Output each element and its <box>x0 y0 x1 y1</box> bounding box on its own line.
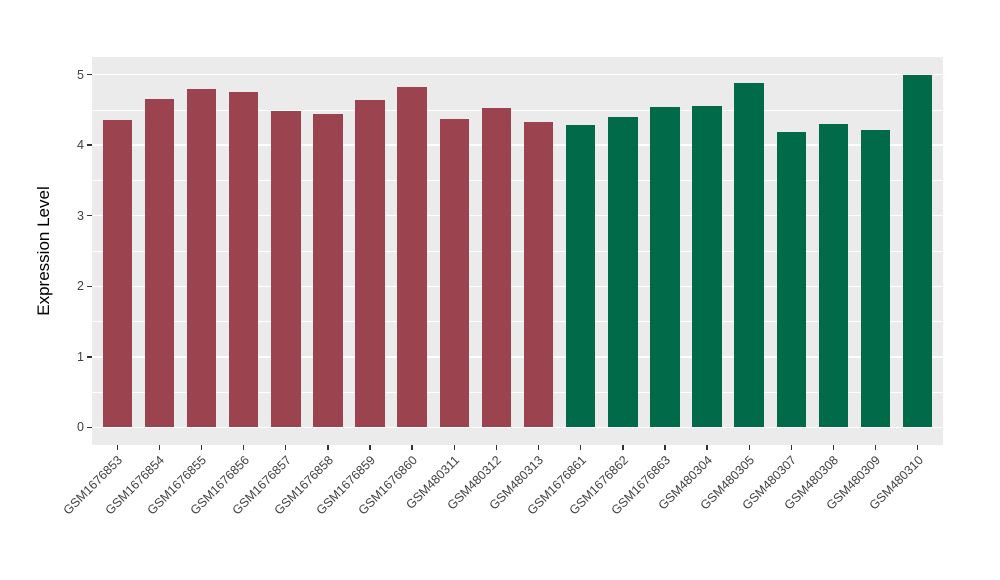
y-tick-label: 4 <box>77 138 84 153</box>
y-axis-title: Expression Level <box>34 186 53 316</box>
x-tick-mark <box>537 445 540 450</box>
x-tick-mark <box>495 445 498 450</box>
x-tick-mark <box>579 445 582 450</box>
bar-GSM1676863 <box>650 107 680 428</box>
y-tick-label: 2 <box>77 279 84 294</box>
gridline-minor <box>92 391 943 393</box>
gridline-major <box>92 356 943 358</box>
bar-GSM1676854 <box>144 99 175 428</box>
y-tick-label: 3 <box>77 208 84 223</box>
x-tick-mark <box>832 445 835 450</box>
x-tick-mark <box>242 445 245 450</box>
x-tick-mark <box>200 445 203 450</box>
bar-GSM480313 <box>523 121 554 428</box>
x-tick-mark <box>158 445 161 450</box>
bar-GSM480308 <box>818 124 849 428</box>
bar-GSM480304 <box>692 106 722 428</box>
bar-GSM1676857 <box>271 110 301 428</box>
x-tick-mark <box>664 445 666 450</box>
gridline-major <box>92 426 943 429</box>
bar-GSM480309 <box>860 130 891 428</box>
x-tick-mark <box>706 445 708 450</box>
bar-GSM480305 <box>734 83 764 428</box>
bar-GSM1676861 <box>565 124 596 428</box>
x-tick-mark <box>790 445 793 450</box>
bar-GSM480311 <box>439 119 470 428</box>
x-tick-mark <box>411 445 413 450</box>
gridline-minor <box>92 321 943 322</box>
gridline-major <box>92 73 943 76</box>
y-tick-label: 5 <box>77 67 84 82</box>
y-tick-mark <box>87 356 92 358</box>
bar-GSM1676855 <box>186 88 217 428</box>
bar-GSM1676856 <box>228 92 259 428</box>
gridline-major <box>92 144 943 146</box>
bar-GSM480307 <box>776 132 807 428</box>
bar-GSM1676853 <box>102 120 133 428</box>
x-tick-mark <box>369 445 371 450</box>
gridline-minor <box>92 250 943 252</box>
gridline-major <box>92 215 943 217</box>
x-tick-mark <box>748 445 750 450</box>
y-tick-mark <box>87 73 92 76</box>
x-tick-mark <box>874 445 877 450</box>
bar-GSM1676858 <box>313 114 343 428</box>
y-tick-mark <box>87 426 92 429</box>
bar-GSM1676862 <box>608 116 638 428</box>
x-tick-mark <box>917 445 919 450</box>
x-tick-mark <box>327 445 329 450</box>
bar-GSM480310 <box>902 74 933 428</box>
y-tick-mark <box>87 144 92 146</box>
x-tick-mark <box>285 445 287 450</box>
x-tick-mark <box>622 445 624 450</box>
gridline-minor <box>92 109 943 111</box>
y-tick-label: 0 <box>77 420 84 435</box>
y-tick-label: 1 <box>77 349 84 364</box>
y-tick-mark <box>87 215 92 217</box>
plot-panel <box>92 57 943 445</box>
gridline-major <box>92 285 943 287</box>
bar-GSM1676860 <box>397 86 427 428</box>
x-tick-mark <box>453 445 455 450</box>
x-tick-mark <box>116 445 118 450</box>
gridline-minor <box>92 180 943 181</box>
bar-GSM480312 <box>481 108 512 428</box>
bar-GSM1676859 <box>355 100 385 428</box>
y-tick-mark <box>87 285 92 287</box>
